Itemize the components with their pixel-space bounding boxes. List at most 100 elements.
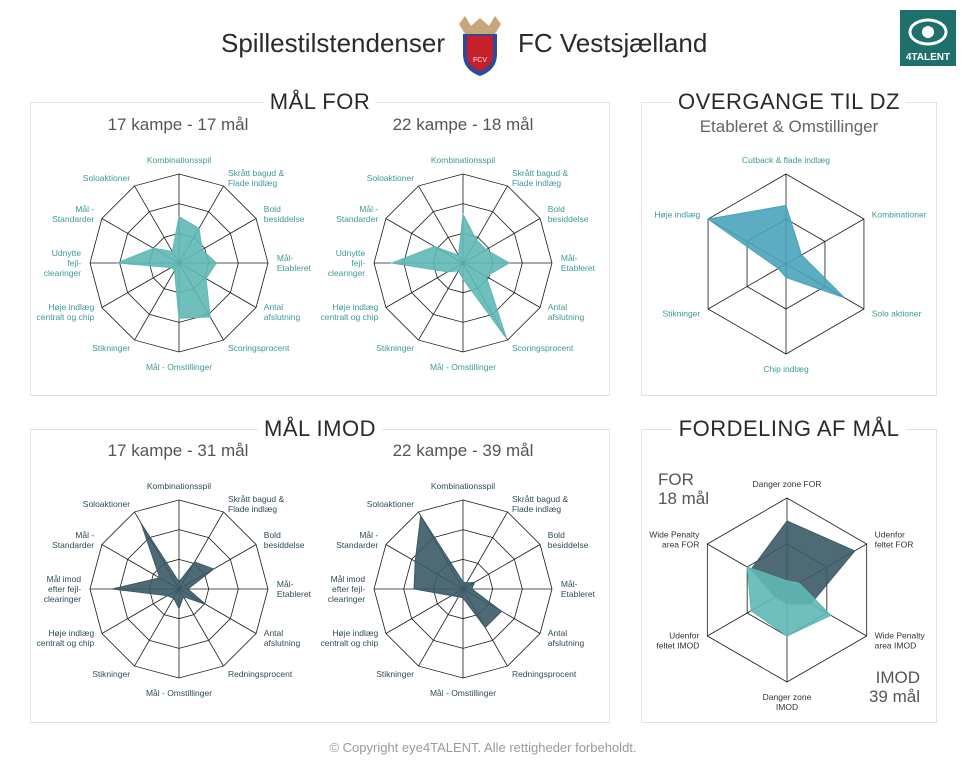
axis-label-redningsprocent: Redningsprocent [512, 669, 577, 679]
axis-label-wide-penalty-area-imod: Wide Penalty area IMOD [875, 631, 926, 651]
axis-label-mål-imod-efter-fejl-clearinger: Mål imod efter fejl-clearinger [328, 574, 366, 604]
grid-spoke [134, 262, 180, 341]
axis-label-mål-omstillinger: Mål - Omstillinger [146, 362, 212, 372]
grid-spoke [462, 511, 508, 590]
axis-label-stikninger: Stikninger [92, 669, 130, 679]
axis-label-høje-indlæg-centralt-og-chip: Høje indlæg centralt og chip [37, 628, 95, 648]
chart-caption-3: 17 kampe - 31 mål [107, 441, 249, 460]
axis-label-soloaktioner: Soloaktioner [367, 499, 414, 509]
axis-label-scoringsprocent: Scoringsprocent [228, 343, 290, 353]
grid-spoke [418, 588, 464, 667]
club-name: FC Vestsjælland [518, 28, 708, 58]
axis-label-kombinationsspil: Kombinationsspil [431, 481, 495, 491]
axis-label-udnytte-fejl-clearinger: Udnytte fejl-clearinger [328, 248, 366, 278]
radar-fordeling: Danger zone FOR Udenfor feltet FOR Wide Pen… [649, 479, 925, 712]
logo-text: 4TALENT [906, 52, 950, 63]
imod-count: 39 mål [868, 687, 920, 706]
grid-spoke [418, 262, 464, 341]
grid-spoke [418, 185, 464, 264]
for-count: 18 mål [658, 489, 710, 508]
axis-label-mål-standarder: Mål -Standarder [52, 530, 94, 550]
imod-label: IMOD [875, 668, 920, 687]
axis-label-skrått-bagud-flade-indlæg: Skrått bagud & Flade indlæg [512, 494, 569, 514]
grid-spoke [134, 185, 180, 264]
radar-area-series [706, 204, 845, 299]
chart-caption-1: 17 kampe - 17 mål [107, 115, 249, 134]
axis-label-antal-afslutning: Antal afslutning [264, 302, 301, 322]
axis-label-cutback-flade-indlæg: Cutback & flade indlæg [742, 155, 830, 165]
eye4talent-logo: 4TALENT [900, 10, 956, 66]
axis-label-kombinationsspil: Kombinationsspil [147, 481, 211, 491]
axis-label-udnytte-fejl-clearinger: Udnytte fejl-clearinger [44, 248, 82, 278]
crest-text: FCV [473, 57, 487, 64]
axis-label-redningsprocent: Redningsprocent [228, 669, 293, 679]
chart-caption-4: 22 kampe - 39 mål [392, 441, 534, 460]
axis-label-solo-aktioner: Solo aktioner [872, 309, 922, 319]
axis-label-høje-indlæg: Høje indlæg [654, 210, 700, 220]
imod-count-block: IMOD 39 mål [869, 668, 920, 706]
radar-maal-for-17: Kombinationsspil Skrått bagud & Flade indl… [37, 155, 312, 372]
axis-label-soloaktioner: Soloaktioner [83, 499, 130, 509]
axis-label-mål-omstillinger: Mål - Omstillinger [146, 688, 212, 698]
for-count-block: FOR 18 mål [658, 470, 709, 508]
club-crest: FCV [459, 16, 501, 76]
axis-label-mål-standarder: Mål -Standarder [336, 530, 378, 550]
chart-caption-2: 22 kampe - 18 mål [392, 115, 534, 134]
axis-label-danger-zone-imod: Danger zone IMOD [763, 692, 812, 712]
axis-label-mål-omstillinger: Mål - Omstillinger [430, 362, 496, 372]
axis-label-kombinationsspil: Kombinationsspil [147, 155, 211, 165]
axis-label-danger-zone-for: Danger zone FOR [753, 479, 822, 489]
panel-title-fordeling: FORDELING AF MÅL [672, 416, 906, 442]
copyright-footer: © Copyright eye4TALENT. Alle rettigheder… [329, 740, 637, 755]
axis-label-chip-indlæg: Chip indlæg [763, 364, 809, 374]
grid-spoke [385, 588, 464, 634]
radar-area-22-kampe-39-mål [413, 514, 503, 629]
radar-area-17-kampe-17-mål [116, 215, 218, 319]
panel-title-maal-imod: MÅL IMOD [258, 416, 382, 442]
axis-label-bold-besiddelse: Bold besiddelse [264, 530, 305, 550]
axis-label-udenfor-feltet-imod: Udenfor feltet IMOD [656, 631, 699, 651]
axis-label-høje-indlæg-centralt-og-chip: Høje indlæg centralt og chip [37, 302, 95, 322]
axis-label-kombinationsspil: Kombinationsspil [431, 155, 495, 165]
grid-spoke [178, 588, 224, 667]
axis-label-høje-indlæg-centralt-og-chip: Høje indlæg centralt og chip [321, 302, 379, 322]
radar-maal-imod-17: Kombinationsspil Skrått bagud & Flade indl… [37, 481, 312, 698]
axis-label-bold-besiddelse: Bold besiddelse [548, 530, 589, 550]
axis-label-mål-etableret: Mål-Etableret [277, 579, 312, 599]
axis-label-stikninger: Stikninger [92, 343, 130, 353]
grid-spoke [707, 263, 787, 310]
axis-label-scoringsprocent: Scoringsprocent [512, 343, 574, 353]
panel-title-overgange: OVERGANGE TIL DZ [672, 89, 906, 115]
page-title: Spillestilstendenser [220, 28, 445, 58]
axis-label-udenfor-feltet-for: Udenfor feltet FOR [875, 529, 914, 549]
axis-label-høje-indlæg-centralt-og-chip: Høje indlæg centralt og chip [321, 628, 379, 648]
axis-label-stikninger: Stikninger [376, 669, 414, 679]
radar-area-17-kampe-31-mål [112, 523, 215, 610]
radar-overgange: Cutback & flade indlæg Kombinationer Solo … [654, 155, 926, 374]
axis-label-wide-penalty-area-for: Wide Penalty area FOR [649, 529, 700, 549]
radar-area-22-kampe-18-mål [389, 212, 511, 339]
axis-label-skrått-bagud-flade-indlæg: Skrått bagud & Flade indlæg [512, 168, 569, 188]
axis-label-mål-etableret: Mål-Etableret [561, 579, 596, 599]
axis-label-skrått-bagud-flade-indlæg: Skrått bagud & Flade indlæg [228, 494, 285, 514]
radar-maal-imod-22: Kombinationsspil Skrått bagud & Flade indl… [321, 481, 596, 698]
grid-spoke [101, 262, 180, 308]
axis-label-stikninger: Stikninger [376, 343, 414, 353]
panel-maal-for: MÅL FOR [30, 89, 610, 396]
radar-maal-for-22: Kombinationsspil Skrått bagud & Flade indl… [321, 155, 596, 372]
axis-label-skrått-bagud-flade-indlæg: Skrått bagud & Flade indlæg [228, 168, 285, 188]
axis-label-mål-imod-efter-fejl-clearinger: Mål imod efter fejl-clearinger [44, 574, 82, 604]
axis-label-mål-etableret: Mål-Etableret [277, 253, 312, 273]
axis-label-antal-afslutning: Antal afslutning [264, 628, 301, 648]
panel-subtitle-overgange: Etableret & Omstillinger [699, 117, 879, 136]
grid-spoke [134, 588, 180, 667]
axis-label-mål-omstillinger: Mål - Omstillinger [430, 688, 496, 698]
axis-label-bold-besiddelse: Bold besiddelse [548, 204, 589, 224]
panel-title-maal-for: MÅL FOR [263, 89, 377, 115]
grid-spoke [462, 544, 541, 590]
axis-label-soloaktioner: Soloaktioner [367, 173, 414, 183]
axis-label-antal-afslutning: Antal afslutning [548, 628, 585, 648]
axis-label-kombinationer: Kombinationer [872, 210, 927, 220]
axis-label-bold-besiddelse: Bold besiddelse [264, 204, 305, 224]
